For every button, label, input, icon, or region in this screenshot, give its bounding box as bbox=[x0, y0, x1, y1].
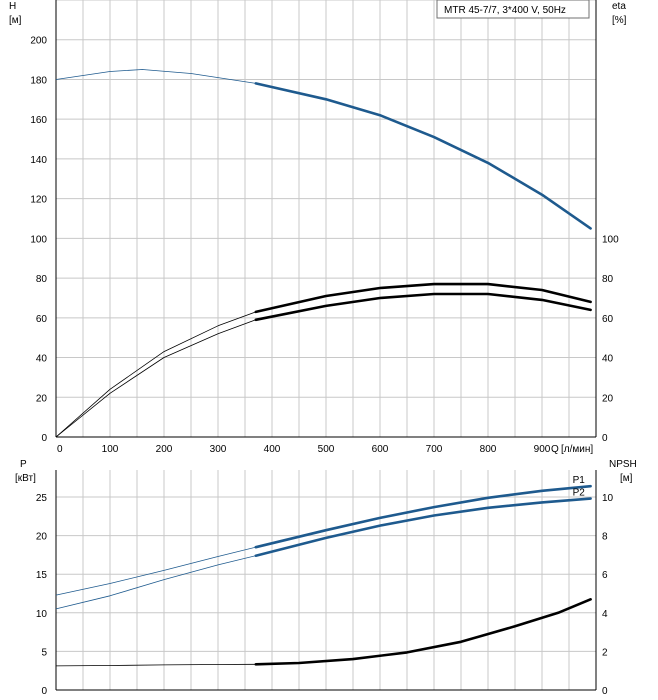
bottom-right-axis-name: NPSH bbox=[609, 459, 637, 470]
bottom-right-axis-unit: [м] bbox=[620, 473, 633, 484]
right-tick-label: 2 bbox=[602, 647, 608, 658]
right-tick-label: 8 bbox=[602, 532, 608, 543]
top-left-axis-name: H bbox=[9, 1, 16, 12]
curve-eta-lower-bold bbox=[254, 292, 592, 322]
left-tick-label: 180 bbox=[30, 75, 47, 86]
x-tick-label: 800 bbox=[480, 444, 497, 455]
x-tick-label: 700 bbox=[426, 444, 443, 455]
x-tick-label: 100 bbox=[102, 444, 119, 455]
chart-title: MTR 45-7/7, 3*400 V, 50Hz bbox=[444, 5, 566, 16]
curve-label-p2: P2 bbox=[573, 488, 586, 499]
curve-eta-upper-bold bbox=[254, 282, 592, 314]
left-tick-label: 80 bbox=[36, 274, 48, 285]
right-tick-label: 10 bbox=[602, 493, 614, 504]
top-right-axis-name: eta bbox=[612, 1, 626, 12]
tick-labels: 0204060801001201401601802000204060801000… bbox=[30, 36, 619, 697]
curve-p2-thin bbox=[55, 555, 256, 610]
right-tick-label: 40 bbox=[602, 354, 614, 365]
left-tick-label: 120 bbox=[30, 195, 47, 206]
curve-eta-upper-thin bbox=[55, 311, 256, 438]
left-tick-label: 10 bbox=[36, 609, 48, 620]
left-tick-label: 40 bbox=[36, 354, 48, 365]
curve-p1-bold bbox=[254, 484, 592, 549]
top-chart-grid bbox=[56, 0, 596, 437]
left-tick-label: 60 bbox=[36, 314, 48, 325]
x-axis-unit: [л/мин] bbox=[561, 444, 593, 455]
x-tick-label: 600 bbox=[372, 444, 389, 455]
x-tick-label: 900 bbox=[534, 444, 551, 455]
x-tick-label: 0 bbox=[57, 444, 63, 455]
x-tick-label: 300 bbox=[210, 444, 227, 455]
curves bbox=[55, 69, 592, 667]
left-tick-label: 140 bbox=[30, 155, 47, 166]
curve-h-thin bbox=[55, 69, 256, 84]
bottom-left-axis-name: P bbox=[20, 459, 27, 470]
right-tick-label: 0 bbox=[602, 686, 608, 697]
curve-p2-bold bbox=[254, 497, 592, 557]
right-tick-label: 0 bbox=[602, 433, 608, 444]
x-tick-label: 500 bbox=[318, 444, 335, 455]
title-box bbox=[436, 0, 590, 19]
right-tick-label: 4 bbox=[602, 609, 608, 620]
left-tick-label: 200 bbox=[30, 36, 47, 47]
x-tick-label: 400 bbox=[264, 444, 281, 455]
left-tick-label: 100 bbox=[30, 234, 47, 245]
curve-npsh-thin bbox=[55, 663, 256, 667]
left-tick-label: 20 bbox=[36, 393, 48, 404]
left-tick-label: 0 bbox=[41, 686, 47, 697]
right-tick-label: 6 bbox=[602, 570, 608, 581]
right-tick-label: 100 bbox=[602, 234, 619, 245]
left-tick-label: 25 bbox=[36, 493, 48, 504]
left-tick-label: 20 bbox=[36, 532, 48, 543]
x-tick-label: 200 bbox=[156, 444, 173, 455]
curve-eta-lower-thin bbox=[55, 319, 256, 438]
right-tick-label: 20 bbox=[602, 393, 614, 404]
curve-npsh-bold bbox=[254, 598, 592, 666]
curve-label-p1: P1 bbox=[573, 475, 586, 486]
x-axis-name: Q bbox=[551, 444, 559, 455]
right-tick-label: 80 bbox=[602, 274, 614, 285]
right-tick-label: 60 bbox=[602, 314, 614, 325]
left-tick-label: 5 bbox=[41, 647, 47, 658]
bottom-left-axis-unit: [кВт] bbox=[15, 473, 36, 484]
left-tick-label: 15 bbox=[36, 570, 48, 581]
bottom-chart-grid bbox=[56, 470, 596, 690]
top-right-axis-unit: [%] bbox=[612, 15, 627, 26]
left-tick-label: 0 bbox=[41, 433, 47, 444]
top-left-axis-unit: [м] bbox=[9, 15, 22, 26]
curve-p1-thin bbox=[55, 546, 256, 596]
left-tick-label: 160 bbox=[30, 115, 47, 126]
curve-h-bold bbox=[254, 82, 592, 230]
